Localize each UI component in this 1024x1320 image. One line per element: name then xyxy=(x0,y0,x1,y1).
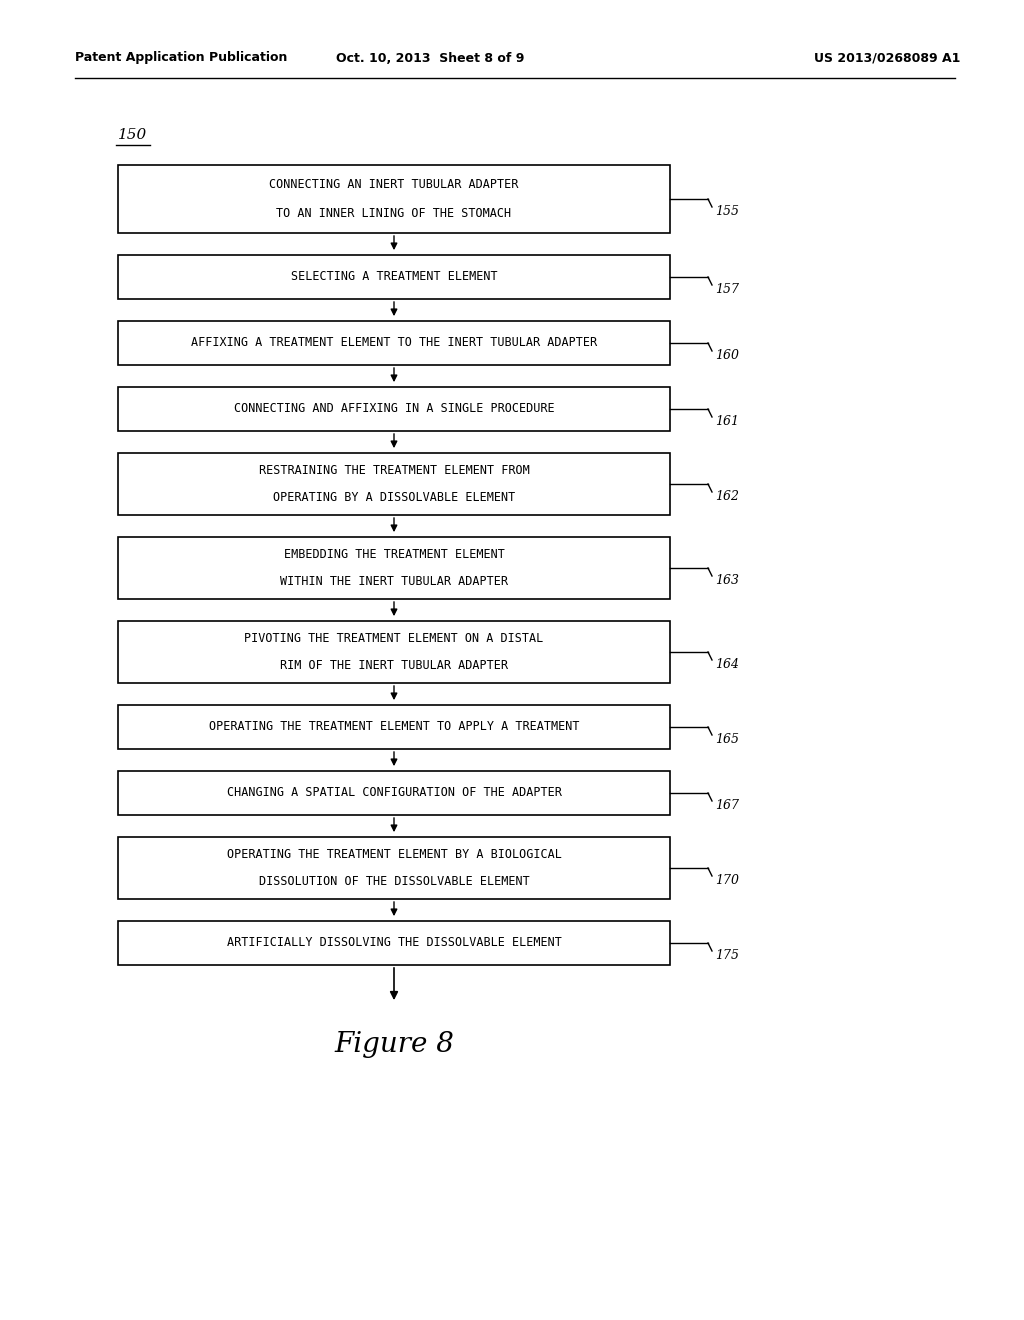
Text: DISSOLUTION OF THE DISSOLVABLE ELEMENT: DISSOLUTION OF THE DISSOLVABLE ELEMENT xyxy=(259,875,529,888)
Text: Patent Application Publication: Patent Application Publication xyxy=(75,51,288,65)
Text: CONNECTING AND AFFIXING IN A SINGLE PROCEDURE: CONNECTING AND AFFIXING IN A SINGLE PROC… xyxy=(233,403,554,416)
Text: 160: 160 xyxy=(715,348,739,362)
Bar xyxy=(118,165,670,234)
Text: 164: 164 xyxy=(715,657,739,671)
Bar xyxy=(118,321,670,366)
Text: US 2013/0268089 A1: US 2013/0268089 A1 xyxy=(814,51,961,65)
Text: 150: 150 xyxy=(118,128,147,143)
Text: 175: 175 xyxy=(715,949,739,962)
Text: WITHIN THE INERT TUBULAR ADAPTER: WITHIN THE INERT TUBULAR ADAPTER xyxy=(280,576,508,589)
Text: Figure 8: Figure 8 xyxy=(334,1031,454,1059)
Bar xyxy=(118,771,670,814)
Text: PIVOTING THE TREATMENT ELEMENT ON A DISTAL: PIVOTING THE TREATMENT ELEMENT ON A DIST… xyxy=(245,632,544,645)
Bar xyxy=(118,453,670,515)
Text: 161: 161 xyxy=(715,414,739,428)
Text: EMBEDDING THE TREATMENT ELEMENT: EMBEDDING THE TREATMENT ELEMENT xyxy=(284,548,505,561)
Text: ARTIFICIALLY DISSOLVING THE DISSOLVABLE ELEMENT: ARTIFICIALLY DISSOLVING THE DISSOLVABLE … xyxy=(226,936,561,949)
Text: CHANGING A SPATIAL CONFIGURATION OF THE ADAPTER: CHANGING A SPATIAL CONFIGURATION OF THE … xyxy=(226,787,561,800)
Text: OPERATING THE TREATMENT ELEMENT TO APPLY A TREATMENT: OPERATING THE TREATMENT ELEMENT TO APPLY… xyxy=(209,721,580,734)
Bar xyxy=(118,255,670,300)
Text: 157: 157 xyxy=(715,282,739,296)
Text: OPERATING BY A DISSOLVABLE ELEMENT: OPERATING BY A DISSOLVABLE ELEMENT xyxy=(272,491,515,504)
Text: 155: 155 xyxy=(715,205,739,218)
Bar xyxy=(118,837,670,899)
Bar xyxy=(118,387,670,432)
Bar xyxy=(118,537,670,599)
Text: 170: 170 xyxy=(715,874,739,887)
Text: RIM OF THE INERT TUBULAR ADAPTER: RIM OF THE INERT TUBULAR ADAPTER xyxy=(280,659,508,672)
Text: Oct. 10, 2013  Sheet 8 of 9: Oct. 10, 2013 Sheet 8 of 9 xyxy=(336,51,524,65)
Text: RESTRAINING THE TREATMENT ELEMENT FROM: RESTRAINING THE TREATMENT ELEMENT FROM xyxy=(259,463,529,477)
Text: AFFIXING A TREATMENT ELEMENT TO THE INERT TUBULAR ADAPTER: AFFIXING A TREATMENT ELEMENT TO THE INER… xyxy=(190,337,597,350)
Text: 167: 167 xyxy=(715,799,739,812)
Text: 162: 162 xyxy=(715,490,739,503)
Text: 165: 165 xyxy=(715,733,739,746)
Text: 163: 163 xyxy=(715,574,739,587)
Text: CONNECTING AN INERT TUBULAR ADAPTER: CONNECTING AN INERT TUBULAR ADAPTER xyxy=(269,177,519,190)
Text: OPERATING THE TREATMENT ELEMENT BY A BIOLOGICAL: OPERATING THE TREATMENT ELEMENT BY A BIO… xyxy=(226,847,561,861)
Text: SELECTING A TREATMENT ELEMENT: SELECTING A TREATMENT ELEMENT xyxy=(291,271,498,284)
Bar xyxy=(118,705,670,748)
Bar xyxy=(118,921,670,965)
Text: TO AN INNER LINING OF THE STOMACH: TO AN INNER LINING OF THE STOMACH xyxy=(276,207,512,220)
Bar xyxy=(118,620,670,682)
